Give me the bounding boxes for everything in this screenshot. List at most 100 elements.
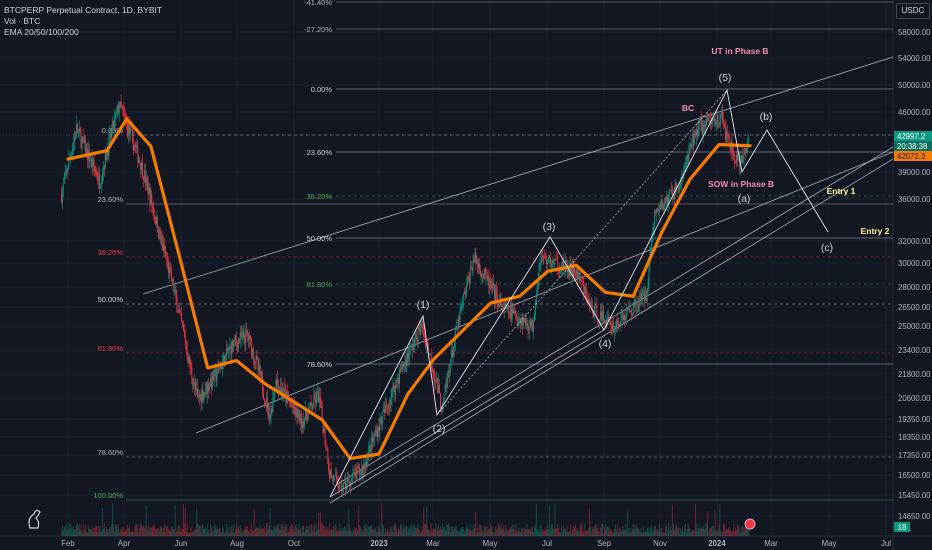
candle-body — [712, 118, 714, 120]
candle-body — [690, 144, 692, 146]
fib-right-label: 61.80% — [307, 280, 333, 289]
volume-bar — [480, 526, 482, 536]
trend-channels[interactable] — [142, 56, 894, 504]
symbol-title[interactable]: BTCPERP Perpetual Contract, 1D, BYBIT — [4, 5, 163, 15]
candle-body — [482, 273, 484, 275]
price-tick-label: 46000.00 — [898, 108, 931, 117]
volume-bar — [176, 530, 178, 536]
volume-bar — [662, 532, 664, 536]
ema-indicator-label[interactable]: EMA 20/50/100/200 — [4, 27, 79, 37]
volume-bar — [217, 529, 219, 536]
candle-body — [732, 152, 734, 155]
candle-body — [77, 131, 79, 133]
candle-body — [514, 310, 516, 314]
volume-bar — [354, 527, 356, 536]
volume-bar — [478, 531, 480, 536]
volume-bar — [471, 531, 473, 536]
volume-bar — [215, 530, 217, 536]
candle-body — [614, 327, 616, 333]
currency-badge[interactable]: USDC — [896, 3, 930, 19]
fib-right-label: -41.40% — [304, 0, 332, 7]
candle-body — [390, 397, 392, 404]
candle-body — [153, 207, 155, 216]
volume-bar — [441, 524, 443, 536]
volume-bar — [322, 526, 324, 536]
candle-body — [335, 475, 337, 477]
candle-body — [516, 318, 518, 319]
volume-bar — [345, 525, 347, 536]
candle-body — [558, 271, 560, 272]
candle-body — [139, 159, 141, 164]
volume-bar — [746, 524, 748, 536]
volume-bar — [137, 528, 139, 536]
time-axis[interactable]: Feb Apr Jun Aug Oct 2023 Mar May Jul Sep Nov 2024 Ma… — [61, 539, 891, 548]
volume-bar — [155, 529, 156, 536]
candle-body — [150, 194, 152, 204]
candle-body — [513, 310, 515, 314]
candle-body — [675, 183, 677, 192]
volume-bar — [468, 530, 470, 536]
volume-bar — [484, 526, 486, 536]
candle-body — [397, 378, 399, 382]
candle-body — [355, 474, 357, 479]
volume-bar — [346, 531, 348, 536]
volume-bar — [431, 532, 433, 536]
elliott-waves[interactable] — [329, 88, 829, 498]
volume-bar — [429, 529, 431, 536]
volume-bar — [345, 530, 346, 536]
candle-body — [90, 158, 92, 162]
candle-body — [501, 303, 503, 311]
volume-bar — [613, 532, 615, 536]
candle-body — [272, 399, 274, 413]
candle-body — [656, 208, 658, 210]
volume-bar — [403, 527, 405, 536]
candle-body — [183, 324, 184, 331]
candle-body — [74, 137, 76, 138]
candle-body — [559, 271, 561, 273]
volume-bar — [710, 528, 711, 536]
candle-body — [91, 158, 93, 167]
candle-body — [493, 283, 494, 286]
candle-body — [264, 402, 266, 404]
candle-body — [396, 380, 398, 382]
candle-body — [211, 371, 213, 388]
candle-body — [106, 151, 108, 160]
price-tick-label: 15450.00 — [898, 491, 931, 500]
volume-bar — [610, 529, 612, 536]
volume-bar — [139, 526, 141, 536]
candle-body — [138, 159, 140, 163]
volume-bar — [732, 531, 734, 536]
candle-body — [519, 317, 521, 320]
fibonacci-levels[interactable]: 0.00%23.60%38.20%50.00%61.80%78.60%100.0… — [93, 0, 893, 501]
candle-body — [489, 280, 491, 288]
volume-bar — [154, 526, 156, 536]
volume-indicator-label[interactable]: Vol · BTC — [4, 16, 41, 26]
price-axis[interactable]: 58000.0054000.0050000.0046000.0039000.00… — [0, 28, 932, 532]
candle-body — [420, 323, 422, 335]
candle-body — [551, 263, 553, 266]
volume-bar — [512, 529, 514, 536]
candle-body — [724, 126, 726, 140]
volume-bar — [360, 529, 362, 536]
volume-bar — [289, 526, 291, 536]
volume-bar — [514, 532, 516, 536]
candle-body — [255, 356, 257, 363]
volume-bar — [442, 526, 444, 536]
candle-body — [689, 144, 691, 147]
candle-body — [221, 365, 223, 369]
volume-bar — [142, 526, 143, 536]
volume-bar — [61, 525, 63, 536]
candle-body — [521, 317, 522, 324]
candle-body — [467, 276, 469, 278]
candle-body — [197, 394, 199, 396]
candle-body — [521, 317, 523, 326]
candle-body — [629, 308, 630, 312]
volume-bar — [427, 528, 429, 536]
time-tick-label: May — [822, 539, 837, 548]
volume-bar — [548, 529, 549, 536]
candle-body — [663, 204, 665, 210]
candle-body — [251, 348, 253, 355]
volume-bar — [420, 532, 422, 536]
volume-bar — [222, 526, 224, 536]
